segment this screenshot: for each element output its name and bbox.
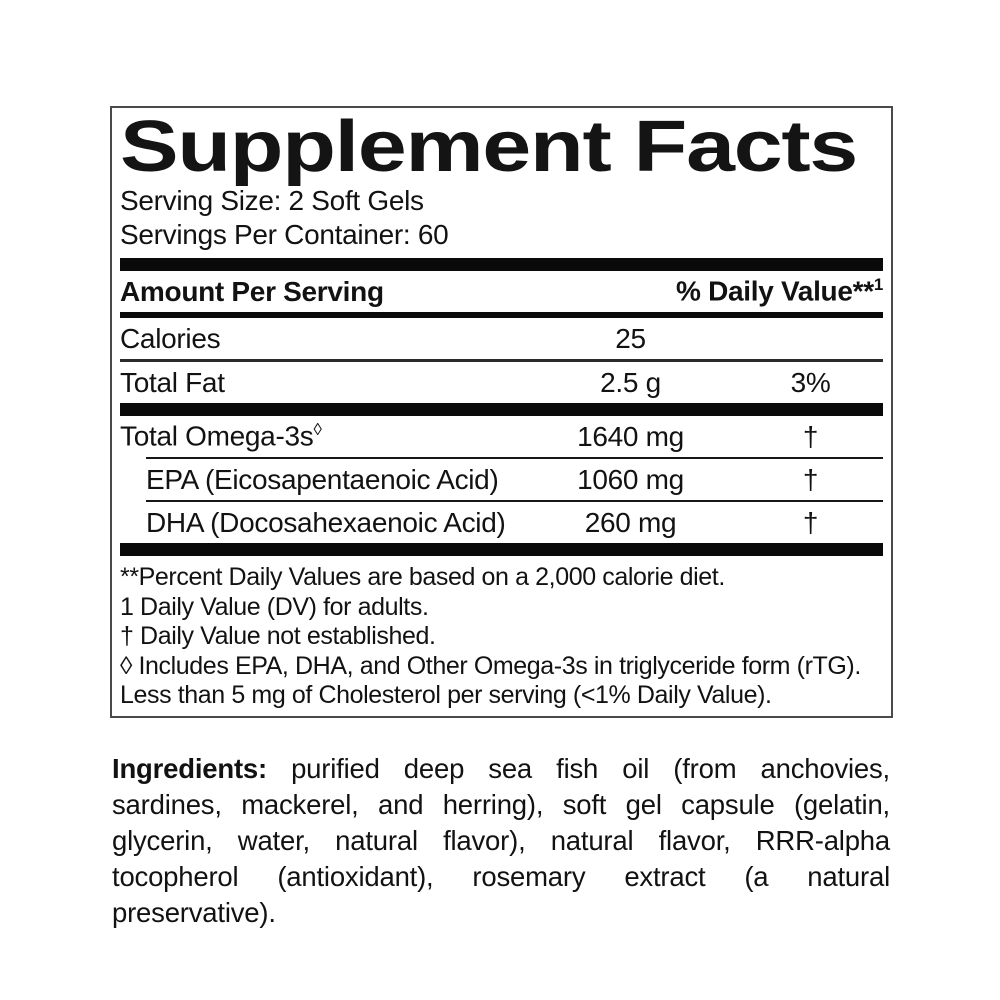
row-epa-name: EPA (Eicosapentaenoic Acid) — [146, 463, 499, 495]
row-calories-name: Calories — [120, 322, 221, 354]
ingredients-paragraph: Ingredients: purified deep sea fish oil … — [112, 751, 890, 931]
row-total-omega-3s-dv: † — [802, 420, 819, 452]
footnote-percent-daily-values: **Percent Daily Values are based on a 2,… — [120, 563, 725, 591]
total-omega-3s-footnote-marker: ◊ — [313, 420, 322, 440]
divider-medium-under-header — [120, 312, 883, 318]
divider-above-dha — [146, 500, 883, 502]
row-dha-amount: 260 mg — [584, 506, 677, 538]
row-total-fat-dv: 3% — [790, 366, 831, 398]
row-epa: EPA (Eicosapentaenoic Acid) 1060 mg † — [120, 459, 883, 500]
serving-size: Serving Size: 2 Soft Gels — [120, 185, 424, 216]
divider-thick-mid — [120, 403, 883, 416]
row-epa-amount: 1060 mg — [577, 463, 684, 495]
ingredients-label: Ingredients: — [112, 752, 267, 784]
row-total-omega-3s-amount: 1640 mg — [577, 420, 684, 452]
footnote-includes-omega-3s: ◊ Includes EPA, DHA, and Other Omega-3s … — [120, 651, 861, 680]
panel-title: Supplement Facts — [120, 107, 858, 187]
servings-per-container: Servings Per Container: 60 — [120, 219, 449, 250]
row-total-omega-3s: Total Omega-3s◊ 1640 mg † — [120, 416, 883, 457]
row-dha: DHA (Docosahexaenoic Acid) 260 mg † — [120, 502, 883, 543]
row-total-fat: Total Fat 2.5 g 3% — [120, 362, 883, 403]
row-dha-dv: † — [802, 506, 819, 538]
divider-thick-bottom — [120, 543, 883, 556]
supplement-facts-panel: Supplement Facts Serving Size: 2 Soft Ge… — [110, 106, 893, 718]
footnotes-block: **Percent Daily Values are based on a 2,… — [120, 556, 883, 711]
daily-value-header-footnote-marker: 1 — [873, 275, 883, 295]
ingredients-text: purified deep sea fish oil (from anchovi… — [112, 752, 890, 928]
column-header-row: Amount Per Serving % Daily Value**1 — [120, 271, 883, 312]
row-calories-amount: 25 — [615, 322, 646, 354]
row-calories: Calories 25 — [120, 318, 883, 359]
row-total-omega-3s-name: Total Omega-3s◊ — [120, 420, 523, 452]
row-epa-dv: † — [802, 463, 819, 495]
row-total-fat-name: Total Fat — [120, 366, 225, 398]
column-header-amount-per-serving: Amount Per Serving — [120, 275, 384, 307]
row-total-fat-amount: 2.5 g — [600, 366, 661, 398]
total-omega-3s-text: Total Omega-3s — [120, 420, 314, 452]
divider-under-calories — [120, 359, 883, 362]
footnote-cholesterol: Less than 5 mg of Cholesterol per servin… — [120, 681, 772, 709]
divider-above-epa — [146, 457, 883, 459]
footnote-daily-value-not-established: † Daily Value not established. — [120, 622, 436, 650]
divider-thick-top — [120, 258, 883, 271]
footnote-daily-value-adults: 1 Daily Value (DV) for adults. — [120, 592, 429, 621]
daily-value-header-text: % Daily Value** — [676, 275, 874, 307]
column-header-daily-value: % Daily Value**1 — [676, 275, 883, 307]
row-dha-name: DHA (Docosahexaenoic Acid) — [146, 506, 506, 538]
